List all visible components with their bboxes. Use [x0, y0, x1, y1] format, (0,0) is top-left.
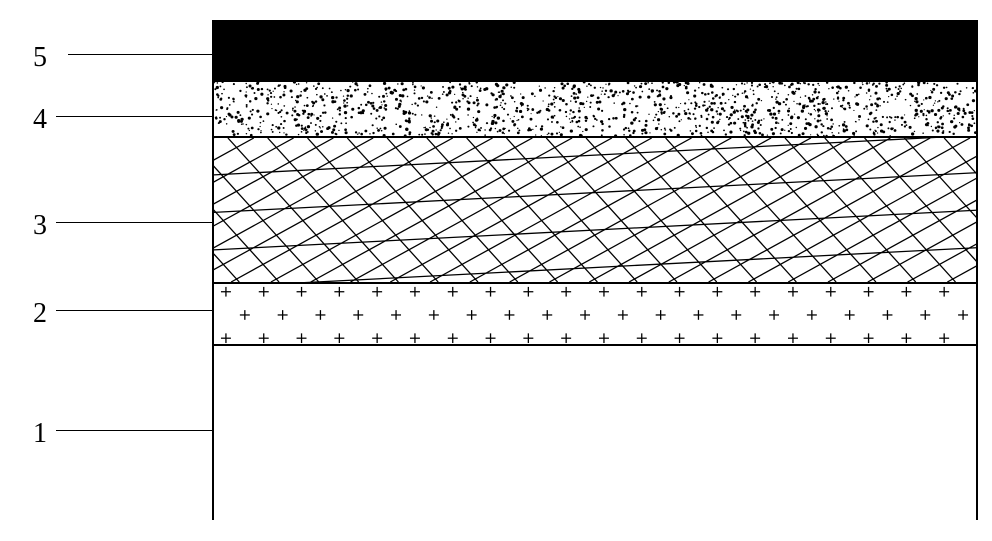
layer-4 — [214, 82, 976, 138]
leader-line-3 — [56, 222, 212, 223]
layer-stack — [212, 20, 978, 520]
leader-line-1 — [56, 430, 212, 431]
layer-label-1: 1 — [20, 418, 60, 450]
layer-label-4: 4 — [20, 104, 60, 136]
leader-line-2 — [56, 310, 212, 311]
leader-line-5 — [68, 54, 212, 55]
layer-label-2: 2 — [20, 298, 60, 330]
layer-2 — [214, 284, 976, 346]
layer-label-5: 5 — [20, 42, 60, 74]
layer-3 — [214, 138, 976, 284]
leader-line-4 — [56, 116, 212, 117]
layer-1 — [214, 346, 976, 522]
layer-label-3: 3 — [20, 210, 60, 242]
layer-5 — [214, 22, 976, 82]
layer-stack-diagram: 5 4 3 2 1 — [20, 20, 980, 520]
